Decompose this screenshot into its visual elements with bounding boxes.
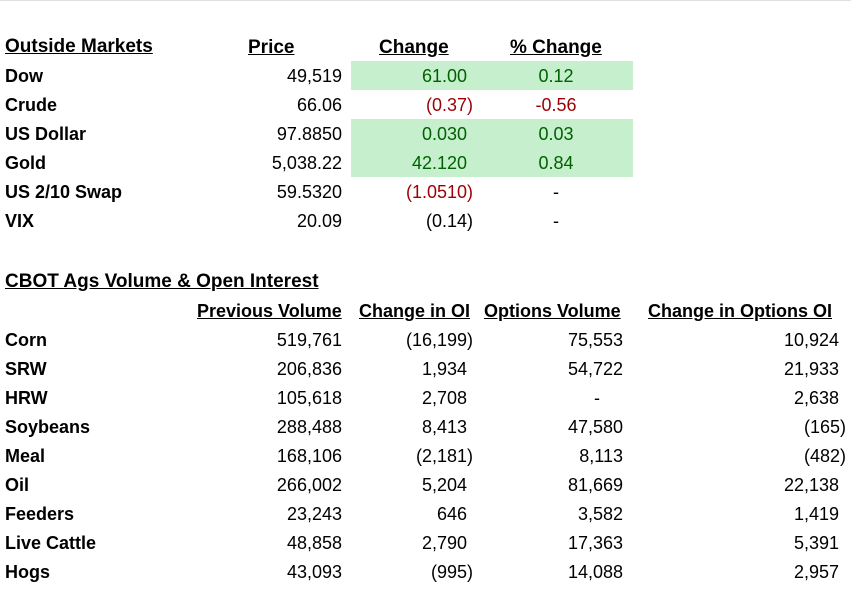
row-label-feeders: Feeders bbox=[5, 504, 75, 524]
chg-opt-oi-srw: 21,933 bbox=[783, 359, 839, 379]
pct-crude: -0.56 bbox=[535, 95, 577, 115]
header-price: Price bbox=[248, 37, 295, 58]
outside-markets-title: Outside Markets bbox=[5, 36, 153, 57]
row-label-dow: Dow bbox=[5, 66, 43, 86]
highlight-dow bbox=[351, 61, 633, 90]
opt-vol-oil: 81,669 bbox=[567, 475, 623, 495]
row-label-vix: VIX bbox=[5, 211, 35, 231]
pct-us-2-10-swap: - bbox=[553, 182, 559, 202]
header-options-volume: Options Volume bbox=[484, 301, 621, 321]
header-change-in-options-oi: Change in Options OI bbox=[648, 301, 832, 321]
change-dow: 61.00 bbox=[421, 66, 467, 86]
chg-opt-oi-feeders: 1,419 bbox=[793, 504, 839, 524]
chg-opt-oi-hogs: 2,957 bbox=[793, 562, 839, 582]
chg-oi-corn: (16,199) bbox=[405, 330, 473, 350]
highlight-usd-gold bbox=[351, 119, 633, 177]
chg-opt-oi-corn: 10,924 bbox=[783, 330, 839, 350]
change-vix: (0.14) bbox=[425, 211, 473, 231]
prev-vol-hrw: 105,618 bbox=[276, 388, 342, 408]
change-gold: 42.120 bbox=[411, 153, 467, 173]
row-label-meal: Meal bbox=[5, 446, 46, 466]
opt-vol-meal: 8,113 bbox=[579, 446, 623, 466]
prev-vol-live-cattle: 48,858 bbox=[286, 533, 342, 553]
chg-oi-hogs: (995) bbox=[430, 562, 473, 582]
pct-us-dollar: 0.03 bbox=[538, 124, 574, 144]
change-us-2-10-swap: (1.0510) bbox=[405, 182, 473, 202]
chg-opt-oi-live-cattle: 5,391 bbox=[793, 533, 839, 553]
chg-oi-soybeans: 8,413 bbox=[421, 417, 467, 437]
header-pct-change: % Change bbox=[510, 37, 602, 58]
opt-vol-hogs: 14,088 bbox=[567, 562, 623, 582]
pct-vix: - bbox=[553, 211, 559, 231]
chg-oi-live-cattle: 2,790 bbox=[421, 533, 467, 553]
chg-opt-oi-oil: 22,138 bbox=[783, 475, 839, 495]
chg-opt-oi-hrw: 2,638 bbox=[793, 388, 839, 408]
cbot-title: CBOT Ags Volume & Open Interest bbox=[5, 271, 319, 292]
row-label-srw: SRW bbox=[5, 359, 47, 379]
row-label-hrw: HRW bbox=[5, 388, 48, 408]
prev-vol-hogs: 43,093 bbox=[286, 562, 342, 582]
opt-vol-hrw: - bbox=[594, 388, 600, 408]
change-crude: (0.37) bbox=[425, 95, 473, 115]
row-label-oil: Oil bbox=[5, 475, 30, 495]
chg-oi-srw: 1,934 bbox=[421, 359, 467, 379]
opt-vol-feeders: 3,582 bbox=[577, 504, 623, 524]
prev-vol-corn: 519,761 bbox=[276, 330, 342, 350]
price-crude: 66.06 bbox=[296, 95, 342, 115]
row-label-us-2-10-swap: US 2/10 Swap bbox=[5, 182, 123, 202]
chg-oi-hrw: 2,708 bbox=[421, 388, 467, 408]
prev-vol-meal: 168,106 bbox=[276, 446, 342, 466]
row-label-soybeans: Soybeans bbox=[5, 417, 91, 437]
row-label-crude: Crude bbox=[5, 95, 58, 115]
row-label-live-cattle: Live Cattle bbox=[5, 533, 97, 553]
pct-dow: 0.12 bbox=[538, 66, 574, 86]
prev-vol-soybeans: 288,488 bbox=[276, 417, 342, 437]
prev-vol-feeders: 23,243 bbox=[286, 504, 342, 524]
header-change-in-oi: Change in OI bbox=[359, 301, 471, 321]
chg-opt-oi-soybeans: (165) bbox=[803, 417, 846, 437]
price-us-dollar: 97.8850 bbox=[276, 124, 342, 144]
row-label-hogs: Hogs bbox=[5, 562, 50, 582]
prev-vol-oil: 266,002 bbox=[276, 475, 342, 495]
row-label-gold: Gold bbox=[5, 153, 46, 173]
price-gold: 5,038.22 bbox=[271, 153, 342, 173]
header-previous-volume: Previous Volume bbox=[197, 301, 342, 321]
price-vix: 20.09 bbox=[296, 211, 342, 231]
opt-vol-corn: 75,553 bbox=[567, 330, 623, 350]
price-us-2-10-swap: 59.5320 bbox=[276, 182, 342, 202]
opt-vol-live-cattle: 17,363 bbox=[567, 533, 623, 553]
chg-oi-feeders: 646 bbox=[436, 504, 467, 524]
chg-opt-oi-meal: (482) bbox=[803, 446, 846, 466]
sheet-top-border bbox=[0, 0, 851, 1]
price-dow: 49,519 bbox=[286, 66, 342, 86]
opt-vol-soybeans: 47,580 bbox=[567, 417, 623, 437]
prev-vol-srw: 206,836 bbox=[276, 359, 342, 379]
change-us-dollar: 0.030 bbox=[421, 124, 467, 144]
header-change: Change bbox=[379, 37, 449, 58]
chg-oi-oil: 5,204 bbox=[421, 475, 467, 495]
opt-vol-srw: 54,722 bbox=[567, 359, 623, 379]
row-label-us-dollar: US Dollar bbox=[5, 124, 87, 144]
pct-gold: 0.84 bbox=[538, 153, 574, 173]
chg-oi-meal: (2,181) bbox=[415, 446, 473, 466]
row-label-corn: Corn bbox=[5, 330, 47, 350]
